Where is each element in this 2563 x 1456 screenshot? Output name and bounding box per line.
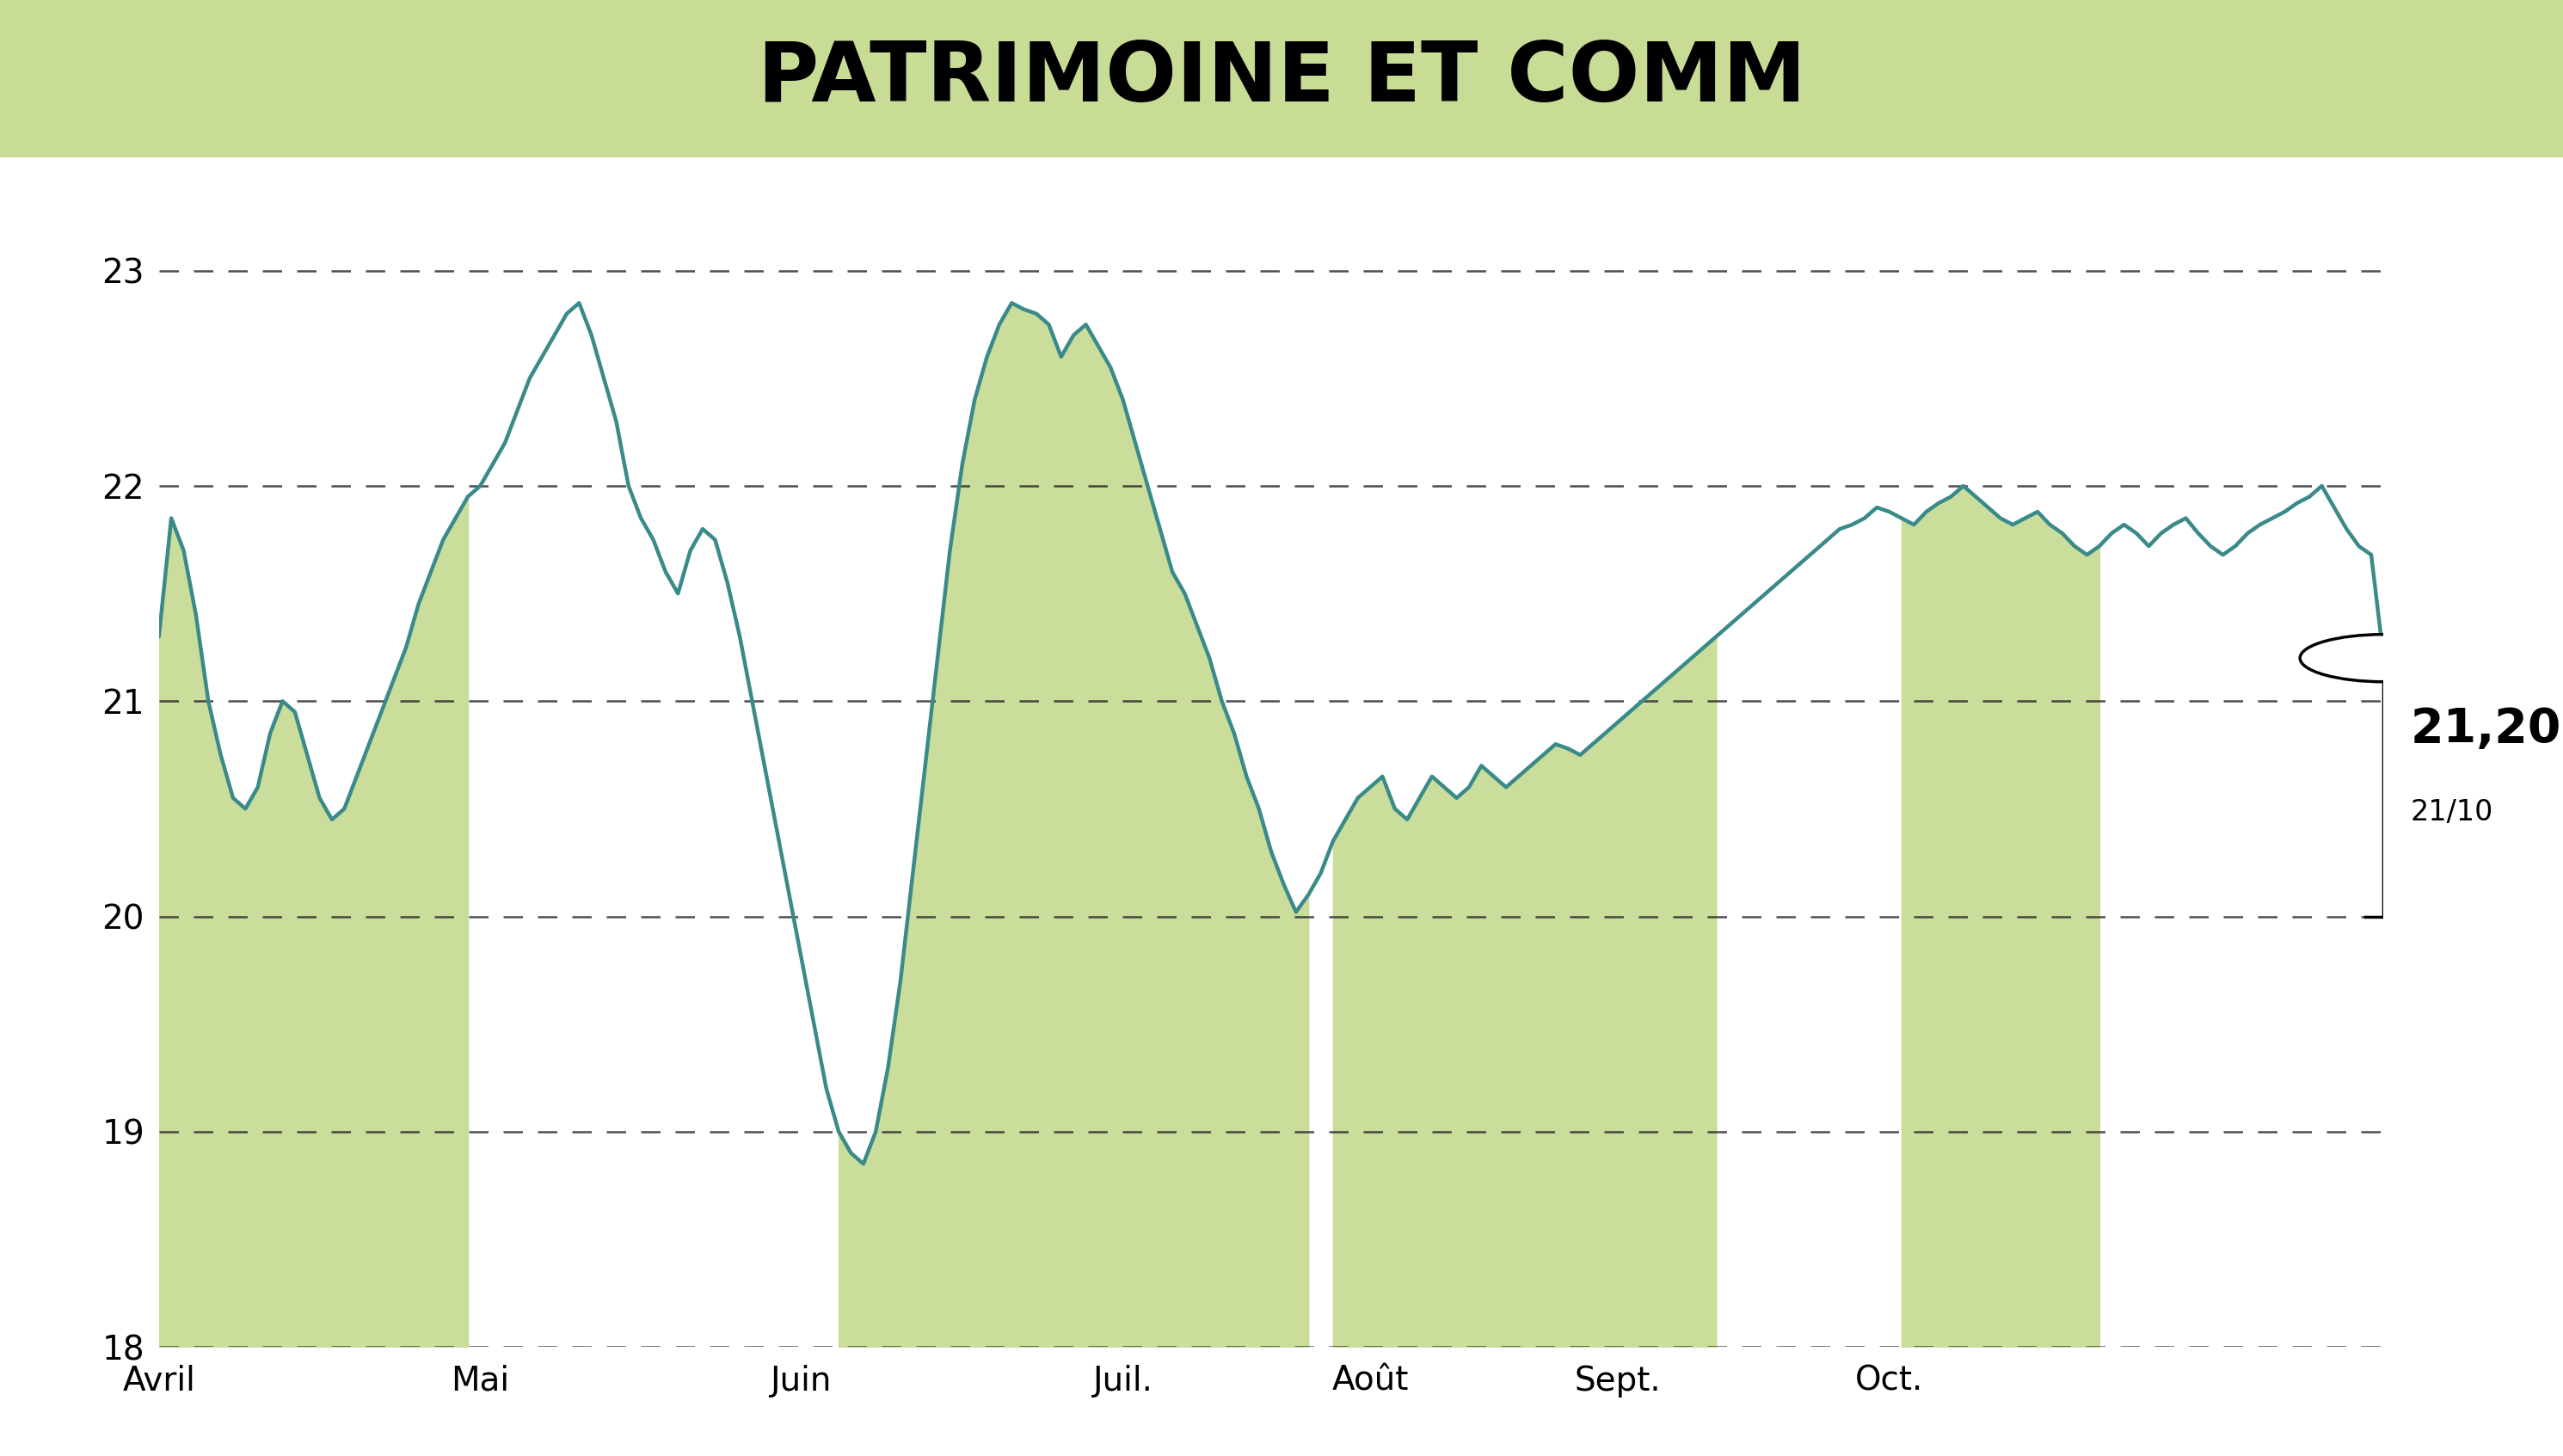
Text: 21,20: 21,20 bbox=[2409, 706, 2560, 753]
Text: PATRIMOINE ET COMM: PATRIMOINE ET COMM bbox=[756, 39, 1807, 118]
Ellipse shape bbox=[2299, 635, 2468, 681]
Text: 21/10: 21/10 bbox=[2409, 798, 2494, 826]
